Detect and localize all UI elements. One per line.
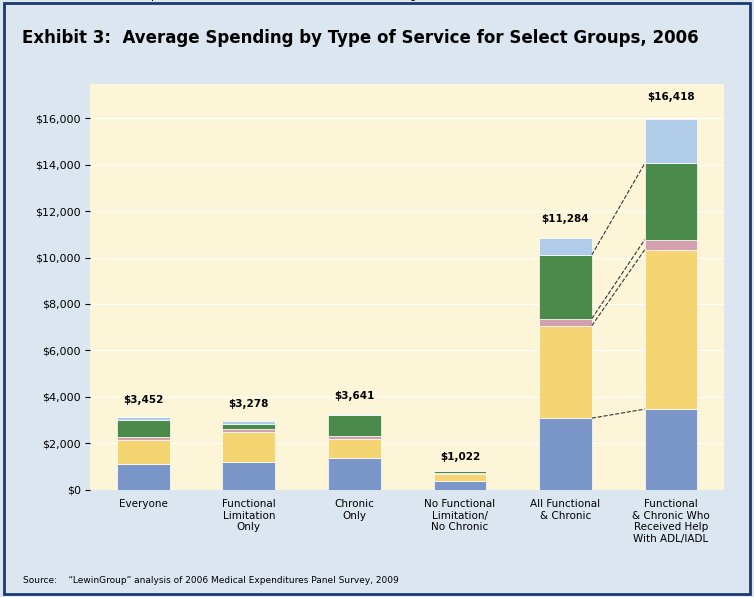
Bar [222,432,275,463]
Bar [645,250,697,409]
Bar [117,417,170,420]
Bar [222,421,275,424]
Text: $3,452: $3,452 [123,395,164,405]
Bar [434,473,486,475]
Bar [117,464,170,490]
Bar [222,424,275,429]
Bar [539,325,592,418]
Text: $11,284: $11,284 [541,214,590,224]
Bar [539,319,592,325]
Text: Exhibit 3:  Average Spending by Type of Service for Select Groups, 2006: Exhibit 3: Average Spending by Type of S… [23,29,699,47]
Bar [117,420,170,437]
Bar [117,437,170,440]
Bar [328,439,381,458]
Bar [539,238,592,255]
Bar [645,240,697,250]
Text: $3,278: $3,278 [228,399,269,410]
Bar [434,481,486,490]
Bar [434,475,486,481]
Text: Source:    “LewinGroup” analysis of 2006 Medical Expenditures Panel Survey, 2009: Source: “LewinGroup” analysis of 2006 Me… [23,576,398,585]
Bar [539,255,592,319]
Bar [645,409,697,490]
Bar [328,436,381,439]
Bar [539,418,592,490]
Bar [222,429,275,432]
Bar [645,119,697,164]
Bar [434,471,486,473]
Bar [645,164,697,240]
Bar [117,440,170,464]
Text: $1,022: $1,022 [440,452,480,461]
Bar [222,463,275,490]
Text: $3,641: $3,641 [334,391,375,401]
Text: $16,418: $16,418 [647,92,695,101]
Bar [328,458,381,490]
Legend: Office/
Outpatient, Inpatient, Emergency
Room, Prescription
Drugs, Home Health: Office/ Outpatient, Inpatient, Emergency… [104,0,558,5]
Bar [328,415,381,436]
